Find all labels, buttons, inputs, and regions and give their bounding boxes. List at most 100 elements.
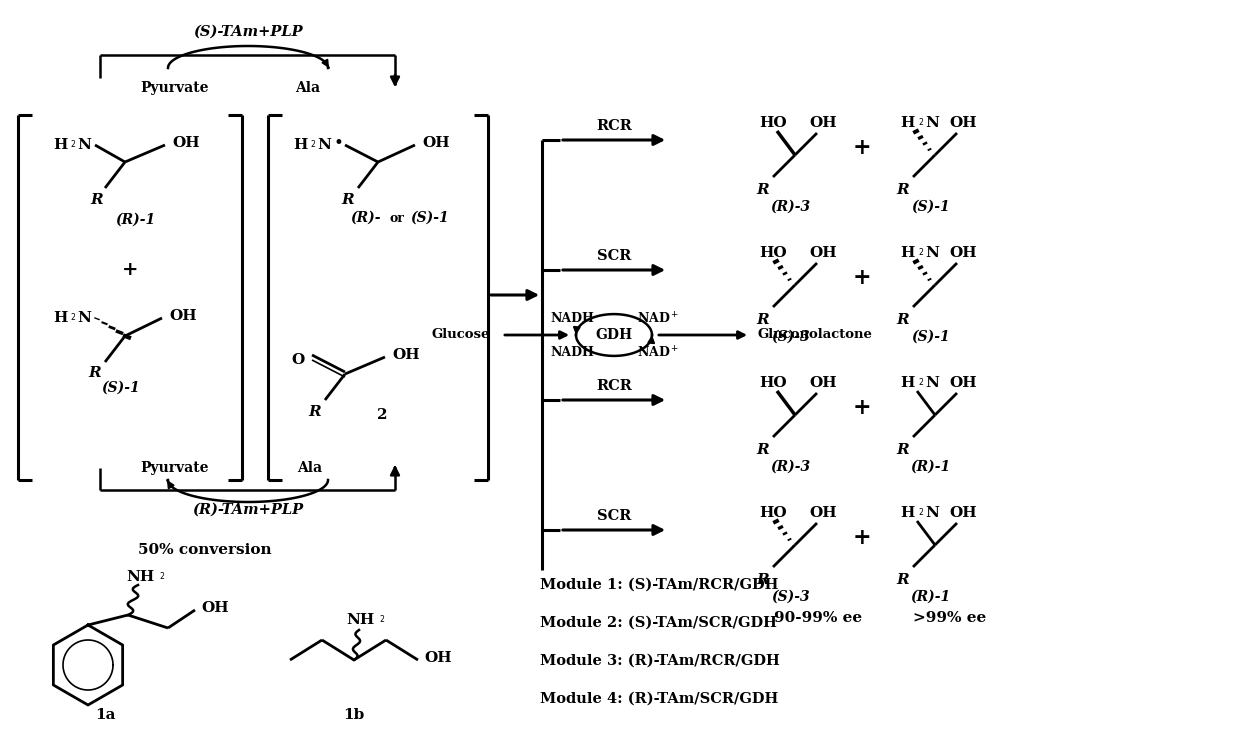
Text: GDH: GDH <box>596 328 633 342</box>
Text: (R)-TAm+PLP: (R)-TAm+PLP <box>192 503 304 517</box>
Text: OH: OH <box>809 506 836 520</box>
Text: Glucose: Glucose <box>431 328 489 341</box>
Text: NAD$^+$: NAD$^+$ <box>637 345 679 361</box>
Text: >99% ee: >99% ee <box>913 611 986 625</box>
Text: OH: OH <box>424 651 452 665</box>
Text: O: O <box>291 353 305 367</box>
Text: $_2$: $_2$ <box>918 376 924 389</box>
Text: R: R <box>90 193 103 207</box>
Text: (R)-1: (R)-1 <box>909 460 950 474</box>
Text: H: H <box>900 376 914 390</box>
Text: $_2$: $_2$ <box>918 247 924 259</box>
Text: H: H <box>292 138 307 152</box>
Text: N: N <box>926 506 939 520</box>
Text: (S)-3: (S)-3 <box>771 330 809 344</box>
Text: OH: OH <box>422 136 450 150</box>
Text: (S)-1: (S)-1 <box>410 211 449 225</box>
Text: H: H <box>900 116 914 130</box>
Text: RCR: RCR <box>596 119 632 133</box>
Text: N: N <box>317 138 331 152</box>
Text: OH: OH <box>949 246 976 260</box>
Text: R: R <box>897 313 909 327</box>
Text: Module 1: (S)-TAm/RCR/GDH: Module 1: (S)-TAm/RCR/GDH <box>540 578 778 592</box>
Text: OH: OH <box>170 309 197 323</box>
Text: R: R <box>342 193 354 207</box>
Text: 1b: 1b <box>343 708 364 722</box>
Text: •: • <box>333 134 343 152</box>
Text: R: R <box>309 405 321 419</box>
Text: OH: OH <box>201 601 229 615</box>
Text: NADH: NADH <box>550 346 593 359</box>
Text: $_2$: $_2$ <box>69 312 76 324</box>
Text: R: R <box>897 443 909 457</box>
Text: $_2$: $_2$ <box>159 571 165 584</box>
Text: (R)-1: (R)-1 <box>909 590 950 604</box>
Text: N: N <box>926 116 939 130</box>
Text: OH: OH <box>809 116 836 130</box>
Text: 1a: 1a <box>94 708 115 722</box>
Text: OH: OH <box>949 116 976 130</box>
Text: (S)-1: (S)-1 <box>911 200 949 214</box>
Text: (R)-3: (R)-3 <box>769 460 810 474</box>
Text: +: + <box>852 267 871 289</box>
Text: Module 4: (R)-TAm/SCR/GDH: Module 4: (R)-TAm/SCR/GDH <box>540 692 778 706</box>
Text: $_2$: $_2$ <box>310 139 316 152</box>
Text: HO: HO <box>760 246 787 260</box>
Text: R: R <box>89 366 102 380</box>
Text: SCR: SCR <box>597 509 631 523</box>
Text: N: N <box>926 376 939 390</box>
Text: R: R <box>757 183 769 197</box>
Text: +: + <box>852 137 871 159</box>
Text: OH: OH <box>809 376 836 390</box>
Text: 90-99% ee: 90-99% ee <box>774 611 862 625</box>
Text: OH: OH <box>172 136 199 150</box>
Text: or: or <box>390 211 405 224</box>
Text: (R)-1: (R)-1 <box>115 213 155 227</box>
Text: Module 3: (R)-TAm/RCR/GDH: Module 3: (R)-TAm/RCR/GDH <box>540 654 779 668</box>
Text: $_2$: $_2$ <box>918 507 924 519</box>
Text: (S)-1: (S)-1 <box>911 330 949 344</box>
Text: R: R <box>757 443 769 457</box>
Text: (S)-1: (S)-1 <box>100 381 139 395</box>
Text: SCR: SCR <box>597 249 631 263</box>
Text: Ala: Ala <box>297 461 322 475</box>
Text: NAD$^+$: NAD$^+$ <box>637 311 679 327</box>
Text: R: R <box>897 573 909 587</box>
Text: R: R <box>757 573 769 587</box>
Text: N: N <box>77 311 90 325</box>
Text: Gluconolactone: Gluconolactone <box>758 328 872 341</box>
Text: $_2$: $_2$ <box>379 614 385 626</box>
Text: OH: OH <box>393 348 420 362</box>
Text: H: H <box>900 506 914 520</box>
Text: $_2$: $_2$ <box>918 117 924 129</box>
Text: Pyurvate: Pyurvate <box>141 461 209 475</box>
Text: OH: OH <box>949 376 976 390</box>
Text: NADH: NADH <box>550 313 593 326</box>
Text: (S)-3: (S)-3 <box>771 590 809 604</box>
Text: Pyurvate: Pyurvate <box>141 81 209 95</box>
Text: N: N <box>77 138 90 152</box>
Text: OH: OH <box>949 506 976 520</box>
Text: Ala: Ala <box>295 81 321 95</box>
Text: N: N <box>926 246 939 260</box>
Text: (R)-: (R)- <box>349 211 380 225</box>
Text: HO: HO <box>760 116 787 130</box>
Text: RCR: RCR <box>596 379 632 393</box>
Text: R: R <box>757 313 769 327</box>
Text: R: R <box>897 183 909 197</box>
Text: H: H <box>53 138 67 152</box>
Text: (R)-3: (R)-3 <box>769 200 810 214</box>
Text: HO: HO <box>760 376 787 390</box>
Text: +: + <box>121 261 139 279</box>
Text: NH: NH <box>346 613 374 627</box>
Text: H: H <box>53 311 67 325</box>
Text: Module 2: (S)-TAm/SCR/GDH: Module 2: (S)-TAm/SCR/GDH <box>540 616 777 630</box>
Text: HO: HO <box>760 506 787 520</box>
Text: (S)-TAm+PLP: (S)-TAm+PLP <box>193 25 302 39</box>
Text: 50% conversion: 50% conversion <box>139 543 271 557</box>
Text: 2: 2 <box>377 408 388 422</box>
Text: H: H <box>900 246 914 260</box>
Text: +: + <box>852 527 871 549</box>
Text: NH: NH <box>126 570 154 584</box>
Text: +: + <box>852 397 871 419</box>
